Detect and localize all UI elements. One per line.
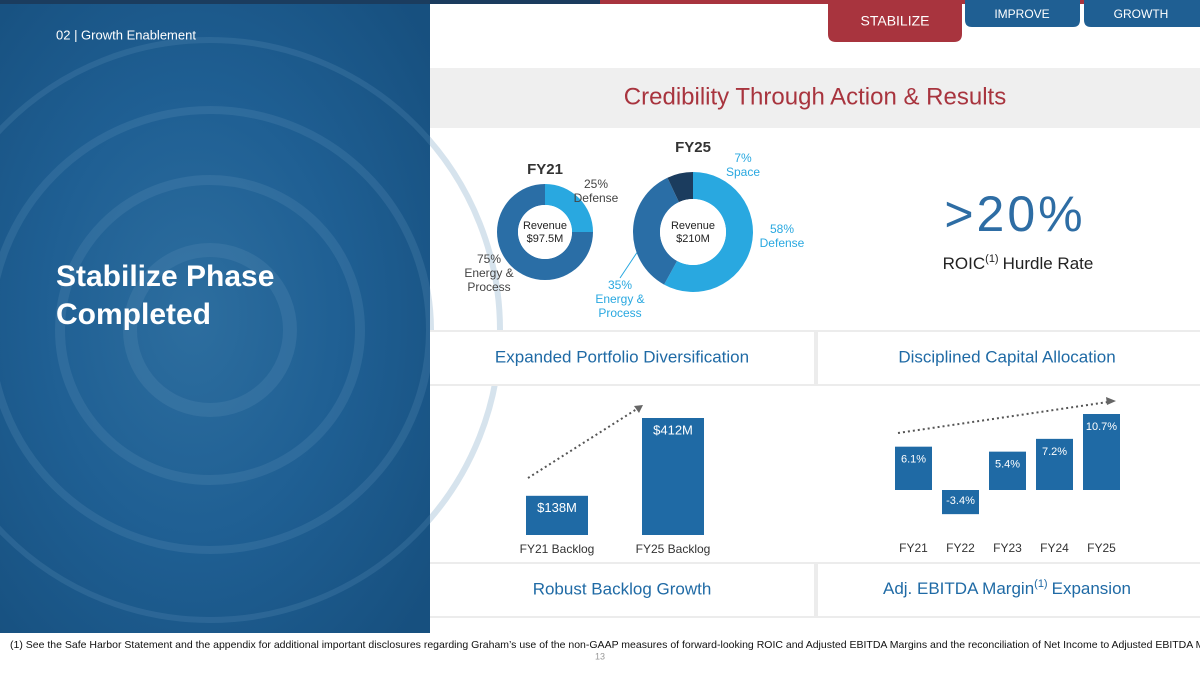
slice-value: 25% — [583, 177, 609, 191]
pie-slice — [545, 184, 593, 232]
roic-text: Hurdle Rate — [1003, 254, 1094, 273]
pie-slice — [497, 184, 593, 280]
tab[interactable] — [1084, 0, 1200, 27]
center-label: $97.5M — [527, 233, 564, 245]
slice-value: 75% — [476, 252, 502, 266]
slice-value: 58% — [769, 222, 795, 236]
slice-label: 75% Energy & Process — [464, 252, 514, 294]
pie-hole — [660, 199, 726, 265]
bar — [989, 451, 1026, 490]
data-label: 6.1% — [901, 454, 926, 466]
title-note: (1) — [1034, 578, 1047, 590]
hero-panel — [0, 0, 430, 633]
slice-label: 25% Defense — [566, 177, 626, 205]
pie-hole — [518, 205, 572, 259]
title-text: Adj. EBITDA Margin — [883, 579, 1034, 598]
roic-label: ROIC(1) Hurdle Rate — [943, 253, 1094, 274]
slice-category: Defense — [759, 236, 805, 250]
slice-value: 7% — [734, 151, 752, 165]
x-tick-label: FY21 — [899, 541, 928, 555]
title-text: Expansion — [1052, 579, 1131, 598]
bar — [526, 495, 588, 535]
roic-note: (1) — [985, 253, 998, 265]
banner — [430, 68, 1200, 128]
slice-category: Energy & Process — [464, 266, 514, 294]
data-label: $412M — [653, 422, 693, 437]
trend-arrowhead — [634, 405, 643, 413]
chart-title: Adj. EBITDA Margin(1) Expansion — [883, 578, 1131, 599]
slice-label: 35% Energy & Process — [590, 278, 650, 320]
tab-label[interactable]: IMPROVE — [994, 7, 1049, 21]
top-rule — [0, 0, 600, 4]
center-label: Revenue — [671, 220, 715, 232]
panel-box — [430, 564, 814, 616]
footnote: (1) See the Safe Harbor Statement and th… — [10, 639, 1200, 651]
x-tick-label: FY23 — [993, 541, 1022, 555]
trend-arrowhead — [1106, 397, 1116, 405]
panel-box — [430, 332, 814, 384]
panel-box — [818, 332, 1200, 384]
x-tick-label: FY25 Backlog — [636, 542, 711, 556]
slice-label: 58% Defense — [752, 222, 812, 250]
x-tick-label: FY25 — [1087, 541, 1116, 555]
data-label: 10.7% — [1086, 421, 1117, 433]
tab-label[interactable]: STABILIZE — [861, 13, 930, 29]
leader-line — [619, 247, 641, 279]
tab[interactable] — [965, 0, 1080, 27]
x-tick-label: FY24 — [1040, 541, 1069, 555]
pie-slice — [667, 172, 693, 203]
chart-title: FY25 — [675, 139, 711, 156]
page-number: 13 — [595, 651, 605, 661]
trend-arrow — [527, 406, 641, 479]
center-label: $210M — [676, 233, 710, 245]
slice-value: 35% — [607, 278, 633, 292]
slice-category: Space — [725, 165, 761, 179]
panel-title: Disciplined Capital Allocation — [898, 347, 1115, 366]
pie-slice — [632, 177, 679, 285]
pie-slice — [664, 172, 753, 292]
bar — [642, 418, 704, 535]
slice-label: 7% Space — [718, 151, 768, 179]
x-tick-label: FY21 Backlog — [520, 542, 595, 556]
bar — [1083, 414, 1120, 490]
slice-category: Defense — [573, 191, 619, 205]
roic-value: >20% — [944, 186, 1085, 242]
banner-title: Credibility Through Action & Results — [624, 83, 1006, 110]
slice-category: Energy & Process — [595, 292, 645, 320]
panel-title: Expanded Portfolio Diversification — [495, 347, 749, 366]
data-label: 5.4% — [995, 459, 1020, 471]
center-label: Revenue — [523, 220, 567, 232]
roic-text: ROIC — [943, 254, 986, 273]
tab[interactable] — [828, 0, 962, 42]
x-tick-label: FY22 — [946, 541, 975, 555]
section-label: 02 | Growth Enablement — [56, 27, 196, 42]
bar — [1036, 438, 1073, 490]
bar — [895, 446, 932, 490]
chart-title: FY21 — [527, 161, 563, 178]
hero-title: Stabilize Phase Completed — [56, 260, 275, 331]
data-label: -3.4% — [946, 495, 975, 507]
tab-label[interactable]: GROWTH — [1114, 7, 1169, 21]
chart-title: Robust Backlog Growth — [533, 579, 712, 598]
bar — [942, 490, 979, 515]
panel-box — [818, 564, 1200, 616]
data-label: 7.2% — [1042, 446, 1067, 458]
trend-arrow — [897, 401, 1109, 434]
data-label: $138M — [537, 500, 577, 515]
